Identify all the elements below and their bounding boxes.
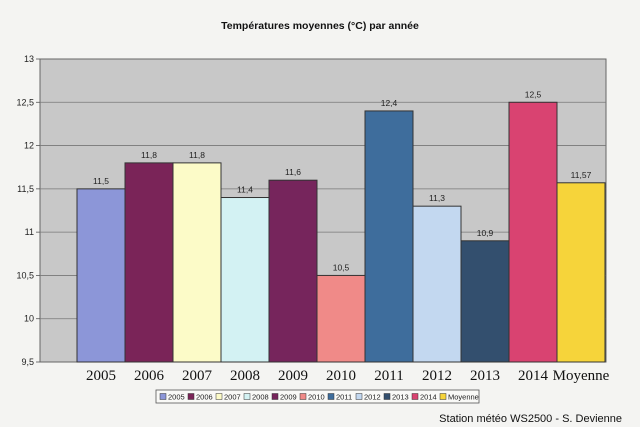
credit-text: Station météo WS2500 - S. Devienne	[439, 413, 622, 425]
legend-swatch	[327, 393, 335, 400]
bar	[268, 179, 318, 363]
legend-swatch	[159, 393, 167, 400]
legend-swatch	[271, 393, 279, 400]
data-label: 10,5	[333, 262, 350, 272]
x-tick-label: 2011	[374, 368, 403, 384]
data-labels: 11,5 11,8 11,8 11,4 11,6 10,5 12,4 11,3 10,9 12,5…	[93, 89, 592, 272]
legend-item: 2014	[420, 393, 437, 402]
legend-item: 2006	[196, 393, 213, 402]
bar	[556, 182, 606, 363]
legend: 2005 2006 2007 2008 2009 2010 2011 2012 2013 2014…	[155, 389, 480, 404]
data-label: 11,8	[189, 150, 205, 160]
bar	[460, 240, 510, 363]
y-tick-label: 12	[24, 141, 34, 151]
data-label: 12,5	[525, 89, 542, 99]
y-tick-label: 13	[24, 54, 34, 64]
x-tick-label: 2007	[182, 368, 213, 384]
chart-title: Températures moyennes (°C) par année	[221, 20, 419, 32]
legend-swatch	[411, 393, 419, 400]
y-tick-label: 11,5	[17, 184, 34, 194]
data-label: 11,4	[237, 185, 253, 195]
legend-item: 2009	[280, 393, 297, 402]
legend-item: 2007	[224, 393, 241, 402]
x-tick-label: 2014	[518, 368, 549, 384]
bar	[364, 110, 414, 363]
y-tick-label: 11	[25, 227, 34, 237]
x-axis: 2005 2006 2007 2008 2009 2010 2011 2012 2013 2014…	[86, 368, 610, 384]
bar	[220, 197, 270, 363]
legend-swatch	[243, 393, 251, 400]
x-tick-label: 2012	[422, 368, 452, 384]
bar	[76, 188, 126, 363]
legend-swatch	[187, 393, 195, 400]
legend-item: Moyenne	[448, 393, 479, 402]
bar	[172, 162, 222, 363]
data-label: 12,4	[381, 98, 398, 108]
legend-item: 2005	[168, 393, 185, 402]
legend-item: 2008	[252, 393, 269, 402]
legend-swatch	[383, 393, 391, 400]
data-label: 11,8	[141, 150, 157, 160]
legend-swatch	[355, 393, 363, 400]
data-label: 11,5	[93, 176, 109, 186]
x-tick-label: 2013	[470, 368, 500, 384]
y-tick-label: 10,5	[16, 270, 34, 280]
legend-item: 2010	[308, 393, 325, 402]
legend-item: 2013	[392, 393, 409, 402]
x-tick-label: 2009	[278, 368, 308, 384]
y-axis: 9,5 10 10,5 11 11,5 12 12,5 13	[16, 54, 40, 367]
legend-swatch	[439, 393, 447, 400]
y-tick-label: 9,5	[21, 357, 34, 367]
data-label: 11,6	[285, 167, 301, 177]
x-tick-label: 2005	[86, 368, 116, 384]
x-tick-label: 2006	[134, 368, 165, 384]
legend-item: 2012	[364, 393, 381, 402]
data-label: 11,3	[429, 193, 445, 203]
x-tick-label: 2010	[326, 368, 356, 384]
legend-item: 2011	[336, 393, 352, 402]
x-tick-label: 2008	[230, 368, 260, 384]
x-tick-label: Moyenne	[553, 368, 610, 384]
legend-swatch	[215, 393, 223, 400]
legend-swatch	[299, 393, 307, 400]
data-label: 11,57	[571, 170, 592, 180]
bar	[412, 205, 462, 363]
y-tick-label: 12,5	[16, 97, 34, 107]
legend-box	[155, 389, 480, 404]
bar	[124, 162, 174, 363]
y-tick-label: 10	[24, 314, 34, 324]
bar	[508, 101, 558, 363]
bar	[316, 274, 366, 363]
bars	[76, 101, 606, 363]
data-label: 10,9	[477, 228, 494, 238]
